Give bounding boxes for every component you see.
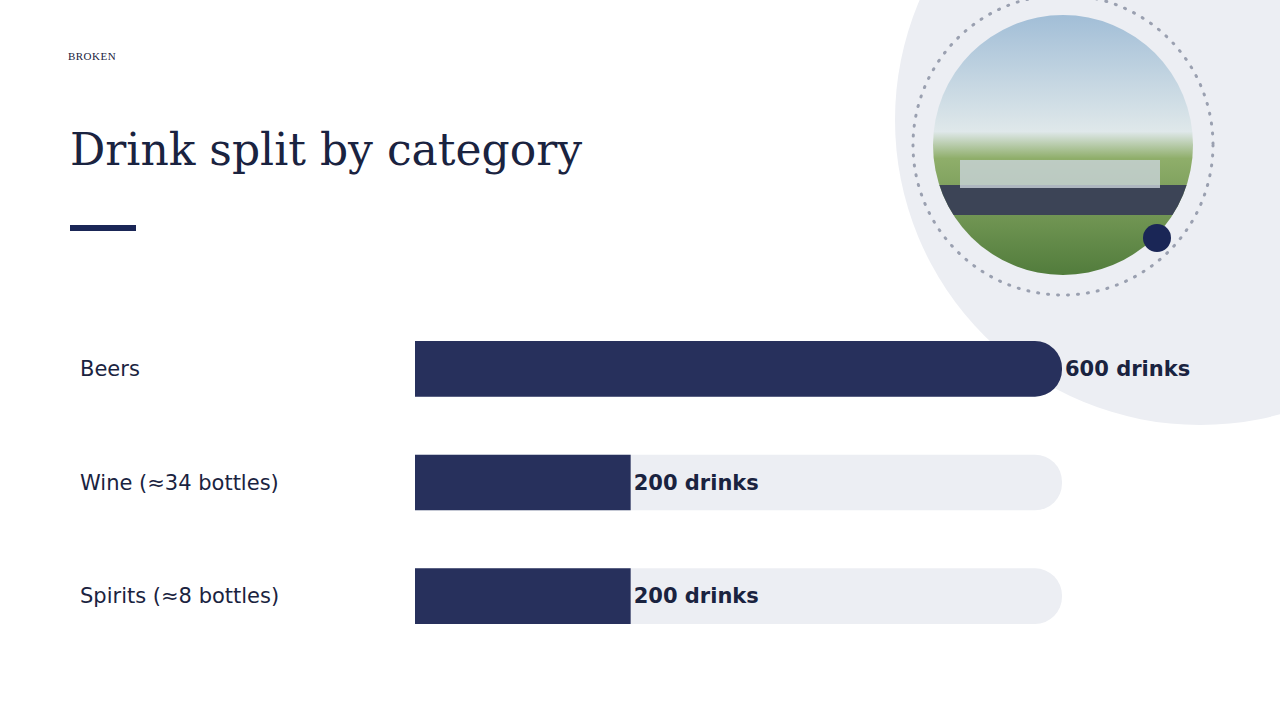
svg-text:Wine (≈34 bottles): Wine (≈34 bottles) xyxy=(80,471,279,495)
html-text:BROKEN: BROKEN xyxy=(67,50,117,62)
svg-text:600 drinks: 600 drinks xyxy=(1065,357,1190,381)
svg-text:Drink split by category: Drink split by category xyxy=(70,124,582,175)
svg-text:Beers: Beers xyxy=(80,357,140,381)
svg-text:200 drinks: 200 drinks xyxy=(634,471,759,495)
svg-text:Spirits (≈8 bottles): Spirits (≈8 bottles) xyxy=(80,584,279,608)
svg-text:200 drinks: 200 drinks xyxy=(634,584,759,608)
